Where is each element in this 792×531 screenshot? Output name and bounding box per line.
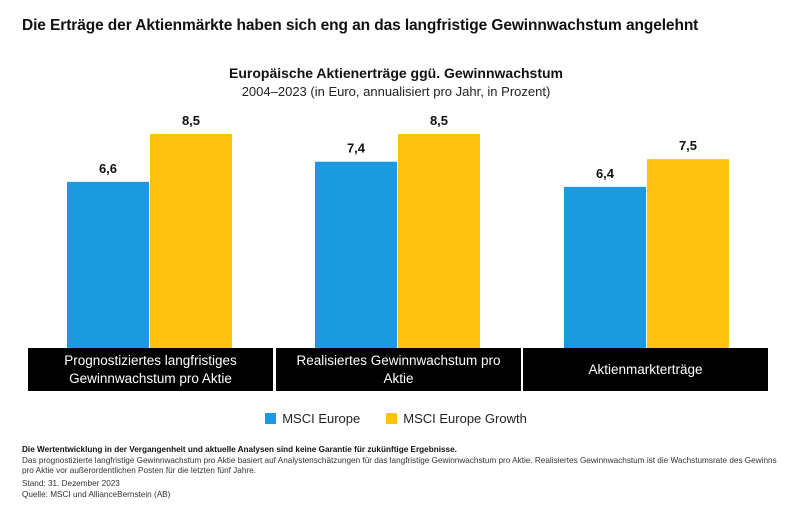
- chart-subtitle: 2004–2023 (in Euro, annualisiert pro Jah…: [241, 84, 551, 99]
- bar-1-series-1: [398, 134, 480, 348]
- category-label-0: Prognostiziertes langfristiges Gewinnwac…: [28, 348, 273, 391]
- category-label-2: Aktienmarkterträge: [523, 348, 768, 391]
- bar-1-series-0: [315, 161, 397, 348]
- data-label-1-series-1: 8,5: [430, 113, 448, 128]
- legend-label-msci-europe: MSCI Europe: [282, 411, 361, 426]
- legend: MSCI Europe MSCI Europe Growth: [0, 411, 792, 426]
- footnote-disclaimer: Die Wertentwicklung in der Vergangenheit…: [22, 445, 457, 454]
- footnote-date: Stand: 31. Dezember 2023: [22, 479, 120, 488]
- category-label-1: Realisiertes Gewinnwachstum pro Aktie: [276, 348, 521, 391]
- chart-title: Europäische Aktienerträge ggü. Gewinnwac…: [229, 65, 563, 81]
- bar-2-series-0: [564, 186, 646, 348]
- data-label-2-series-1: 7,5: [679, 138, 697, 153]
- legend-swatch-msci-europe: [265, 413, 277, 424]
- footnote-source: Quelle: MSCI und AllianceBernstein (AB): [22, 490, 171, 499]
- bar-0-series-0: [67, 181, 149, 348]
- data-label-1-series-0: 7,4: [347, 141, 366, 156]
- bar-0-series-1: [150, 134, 232, 348]
- data-label-0-series-1: 8,5: [182, 113, 200, 128]
- bar-2-series-1: [647, 159, 729, 348]
- data-label-0-series-0: 6,6: [99, 161, 117, 176]
- data-label-2-series-0: 6,4: [596, 166, 615, 181]
- legend-swatch-msci-europe-growth: [386, 413, 398, 424]
- headline: Die Erträge der Aktienmärkte haben sich …: [22, 17, 699, 34]
- legend-item-msci-europe-growth: MSCI Europe Growth: [386, 411, 527, 426]
- legend-label-msci-europe-growth: MSCI Europe Growth: [403, 411, 527, 426]
- legend-item-msci-europe: MSCI Europe: [265, 411, 360, 426]
- footnote-note: Das prognostizierte langfristige Gewinnw…: [22, 456, 777, 476]
